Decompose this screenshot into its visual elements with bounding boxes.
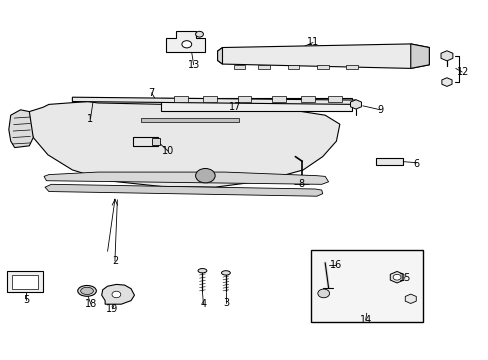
- Text: 1: 1: [87, 114, 93, 124]
- Ellipse shape: [81, 287, 93, 294]
- Ellipse shape: [78, 285, 96, 296]
- Text: 13: 13: [187, 60, 200, 70]
- Bar: [233, 65, 245, 69]
- Polygon shape: [28, 102, 339, 187]
- Bar: [310, 250, 422, 322]
- Polygon shape: [102, 284, 134, 304]
- Polygon shape: [410, 44, 428, 68]
- Text: 17: 17: [228, 102, 241, 112]
- Text: 12: 12: [456, 67, 469, 77]
- Ellipse shape: [221, 271, 230, 275]
- Text: 10: 10: [162, 146, 174, 156]
- Bar: [316, 65, 328, 69]
- Text: 15: 15: [398, 273, 410, 283]
- Circle shape: [112, 291, 121, 298]
- Bar: [271, 96, 285, 102]
- Polygon shape: [217, 48, 222, 64]
- Bar: [258, 65, 269, 69]
- Text: 19: 19: [106, 304, 119, 314]
- Text: 16: 16: [329, 260, 342, 270]
- Text: 8: 8: [298, 179, 304, 189]
- Ellipse shape: [198, 269, 206, 273]
- Text: 3: 3: [223, 298, 228, 308]
- Bar: [7, 271, 42, 292]
- Polygon shape: [161, 98, 351, 111]
- Bar: [346, 65, 357, 69]
- Bar: [375, 158, 402, 165]
- Text: 9: 9: [377, 105, 383, 115]
- Polygon shape: [44, 172, 328, 184]
- Circle shape: [392, 274, 400, 280]
- Bar: [301, 96, 314, 102]
- Text: 18: 18: [84, 299, 97, 309]
- Circle shape: [317, 289, 329, 298]
- Bar: [151, 138, 160, 145]
- Polygon shape: [217, 44, 428, 68]
- Text: 4: 4: [200, 299, 206, 309]
- Polygon shape: [166, 31, 205, 52]
- Text: 5: 5: [23, 294, 29, 305]
- Bar: [12, 275, 38, 289]
- Bar: [133, 137, 158, 146]
- Polygon shape: [45, 184, 322, 196]
- Polygon shape: [9, 110, 33, 148]
- Text: 2: 2: [112, 256, 118, 266]
- Bar: [141, 118, 238, 122]
- Bar: [203, 96, 217, 102]
- Bar: [327, 96, 341, 102]
- Text: 6: 6: [413, 159, 419, 169]
- Circle shape: [195, 31, 203, 37]
- Circle shape: [195, 168, 215, 183]
- Text: 14: 14: [359, 315, 371, 325]
- Circle shape: [182, 41, 191, 48]
- Bar: [237, 96, 251, 102]
- Bar: [287, 65, 299, 69]
- Polygon shape: [72, 97, 355, 104]
- Bar: [174, 96, 187, 102]
- Text: 11: 11: [306, 37, 319, 48]
- Text: 7: 7: [148, 88, 154, 98]
